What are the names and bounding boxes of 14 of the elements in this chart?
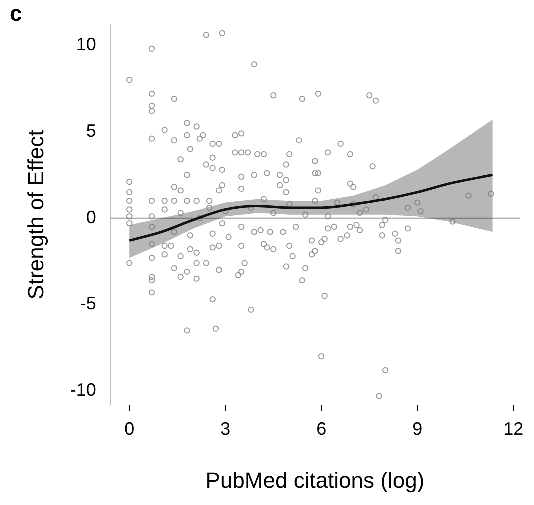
y-tick-label: 0 [86,207,96,228]
x-tick-label: 0 [124,418,135,439]
line-series [128,174,494,242]
x-tick-label: 12 [504,418,524,439]
x-tick-label: 3 [220,418,231,439]
y-axis-title: Strength of Effect [23,130,48,300]
y-tick-label: -5 [80,294,96,314]
x-tick-label: 6 [316,418,327,439]
y-tick-label: -10 [70,380,96,400]
chart-title: c [10,1,22,26]
y-tick-label: 10 [76,34,96,55]
x-axis-title: PubMed citations (log) [206,468,425,493]
x-tick-label: 9 [412,418,423,439]
y-tick-label: 5 [86,120,96,141]
